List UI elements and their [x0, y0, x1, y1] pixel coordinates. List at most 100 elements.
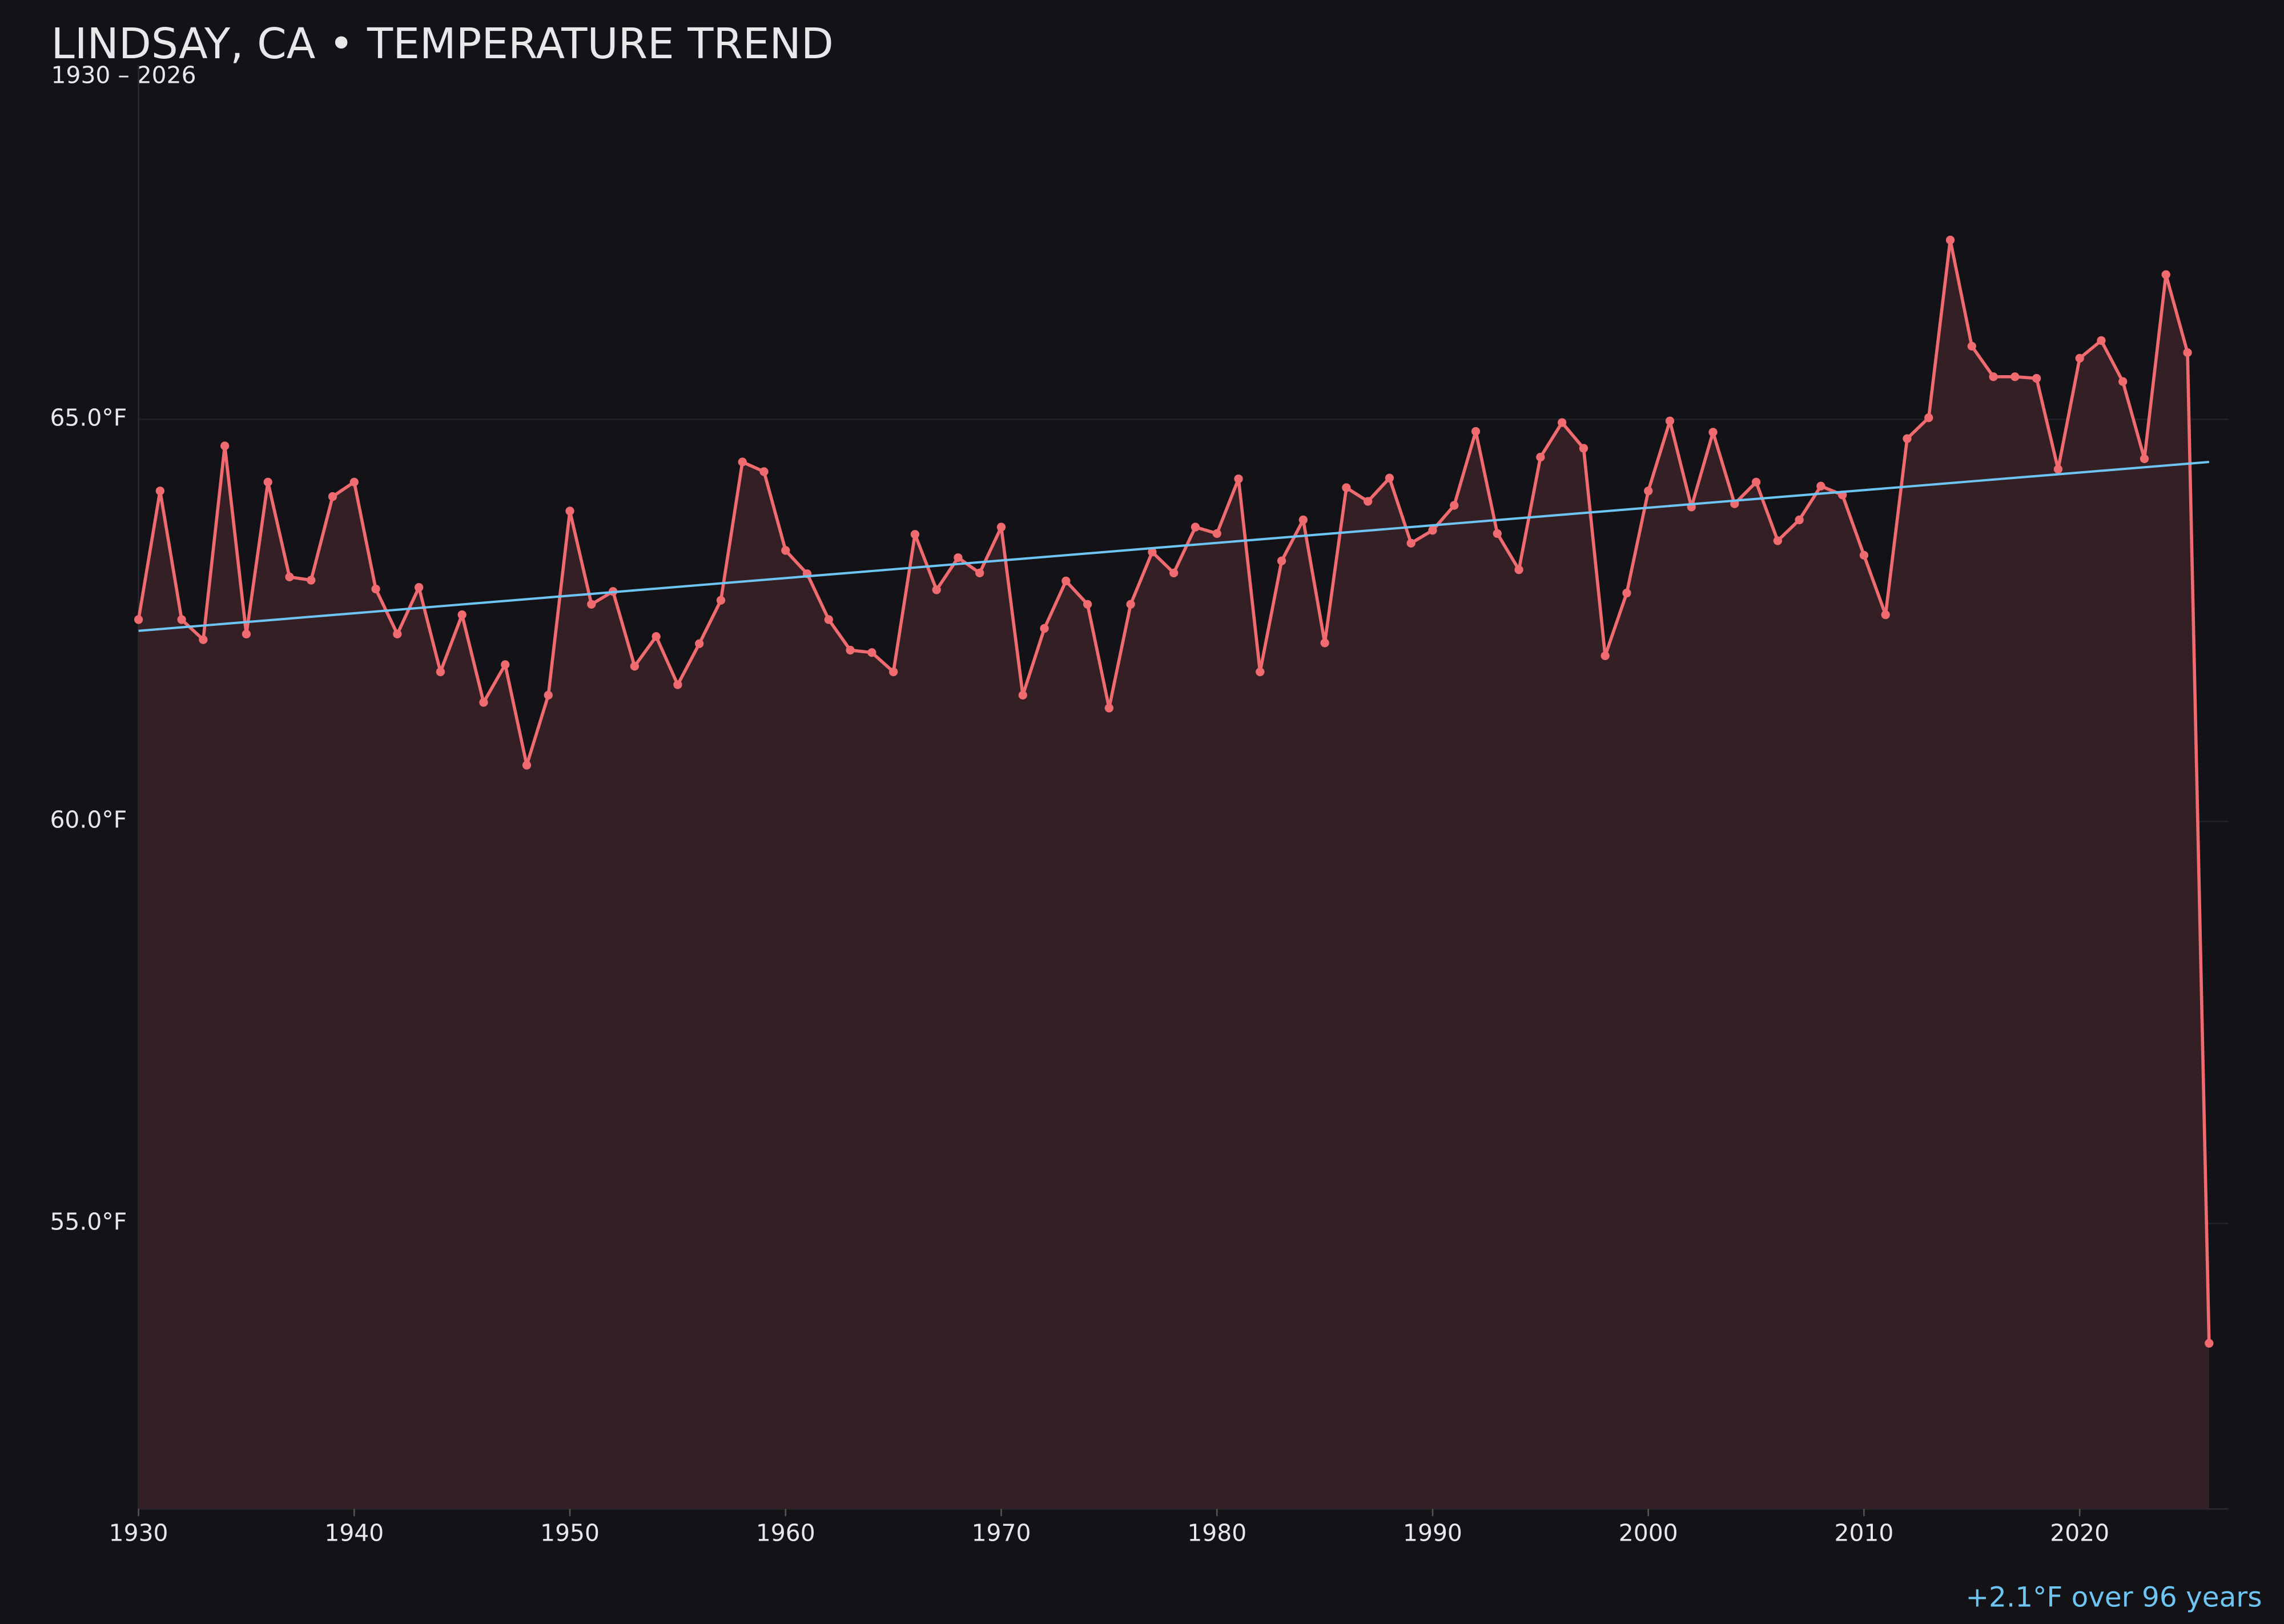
point	[1169, 568, 1179, 578]
point	[2205, 1338, 2214, 1348]
y-tick-label: 60.0°F	[50, 806, 127, 833]
point	[2097, 336, 2106, 345]
point	[996, 522, 1006, 532]
point	[1579, 444, 1589, 453]
x-tick-label: 1990	[1403, 1520, 1462, 1547]
point	[1342, 483, 1351, 492]
point	[1212, 529, 1221, 538]
point	[2075, 353, 2084, 363]
point	[2053, 465, 2063, 474]
x-tick-label: 2020	[2050, 1520, 2109, 1547]
point	[2010, 372, 2020, 381]
point	[479, 698, 488, 707]
x-tick-label: 1980	[1187, 1520, 1246, 1547]
point	[436, 667, 445, 677]
point	[781, 546, 790, 555]
point	[910, 530, 920, 539]
point	[695, 639, 704, 648]
point	[393, 629, 402, 639]
point	[846, 645, 855, 655]
point	[1126, 600, 1135, 609]
y-tick-label: 65.0°F	[50, 404, 127, 431]
point	[414, 583, 424, 592]
point	[1945, 235, 1955, 245]
point	[371, 584, 380, 594]
x-tick-label: 2000	[1619, 1520, 1678, 1547]
point	[759, 467, 769, 476]
point	[1622, 588, 1631, 598]
point	[1967, 341, 1976, 351]
point	[2032, 373, 2041, 383]
point	[199, 635, 208, 644]
point	[652, 632, 661, 641]
y-tick-label: 55.0°F	[50, 1208, 127, 1236]
point	[1040, 624, 1049, 633]
point	[1320, 638, 1329, 648]
point	[155, 487, 165, 496]
point	[2118, 377, 2128, 386]
trend-annotation: +2.1°F over 96 years	[1965, 1581, 2262, 1613]
point	[1881, 610, 1890, 620]
point	[1601, 651, 1610, 661]
point	[307, 576, 316, 585]
point	[1104, 704, 1114, 713]
point	[1277, 556, 1286, 565]
point	[328, 492, 337, 501]
point	[1450, 501, 1459, 510]
point	[1773, 536, 1782, 545]
trend-line	[138, 460, 2209, 632]
point	[1751, 477, 1761, 487]
x-tick-label: 1970	[972, 1520, 1031, 1547]
point	[220, 441, 230, 451]
point	[1903, 434, 1912, 443]
point	[565, 507, 574, 516]
point	[888, 667, 898, 677]
point	[177, 615, 186, 624]
point	[1234, 474, 1243, 484]
point	[1557, 418, 1567, 427]
point	[1298, 515, 1308, 525]
x-tick-label: 1940	[324, 1520, 384, 1547]
point	[738, 457, 747, 467]
point	[716, 596, 726, 605]
point	[1924, 413, 1933, 423]
point	[1795, 515, 1804, 525]
point	[1859, 550, 1869, 560]
point	[932, 585, 941, 594]
point	[673, 680, 682, 689]
point	[457, 610, 467, 620]
point	[975, 568, 984, 578]
point	[134, 615, 143, 624]
point	[544, 690, 553, 700]
point	[2140, 454, 2149, 464]
point	[1428, 526, 1437, 535]
point	[1256, 667, 1265, 677]
point	[349, 477, 359, 487]
point	[1018, 690, 1027, 700]
point	[954, 553, 963, 562]
point	[1708, 428, 1718, 437]
point	[867, 648, 876, 657]
x-tick-label: 1930	[109, 1520, 168, 1547]
chart-title: LINDSAY, CA • TEMPERATURE TREND	[51, 19, 834, 69]
point	[2161, 270, 2170, 279]
point	[1514, 565, 1523, 574]
point	[1493, 529, 1502, 538]
point	[1989, 372, 1998, 381]
point	[1406, 538, 1416, 548]
area	[138, 240, 2209, 1509]
point	[242, 629, 251, 639]
point	[1061, 576, 1071, 586]
point	[587, 600, 596, 609]
point	[1644, 487, 1653, 496]
x-tick-label: 1960	[756, 1520, 815, 1547]
x-tick-label: 1950	[540, 1520, 600, 1547]
x-tick-label: 2010	[1835, 1520, 1894, 1547]
point	[1148, 548, 1157, 557]
point	[1191, 522, 1200, 532]
point	[824, 615, 833, 624]
point	[1536, 452, 1545, 462]
point	[1816, 481, 1825, 491]
point	[1471, 427, 1481, 436]
chart-subtitle: 1930 – 2026	[51, 61, 196, 89]
